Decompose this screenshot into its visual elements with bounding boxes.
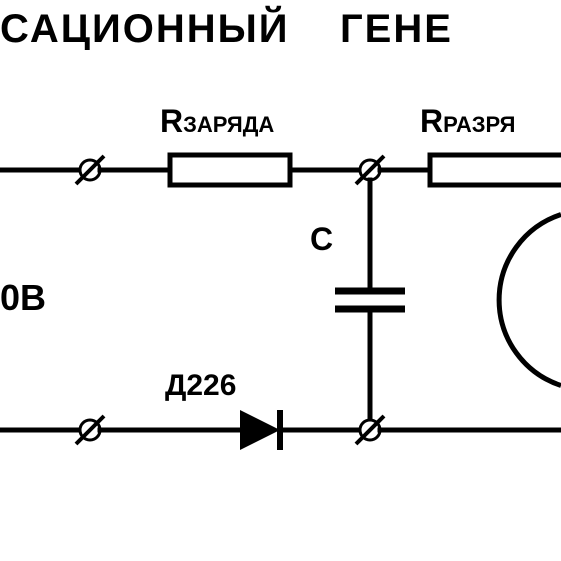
svg-text:RЗАРЯДА: RЗАРЯДА: [160, 103, 274, 139]
title-right: ГЕНЕ: [340, 7, 453, 51]
label-diode: Д226: [165, 369, 236, 402]
label-r-charge: RЗАРЯДА: [160, 103, 274, 139]
label-r-discharge: RРАЗРЯ: [420, 103, 515, 139]
title-left: САЦИОННЫЙ: [0, 5, 290, 51]
diode-d226: [240, 410, 280, 450]
circuit-diagram: САЦИОННЫЙ ГЕНЕ RЗАРЯДА RРАЗРЯ C Д226 0В: [0, 0, 561, 561]
resistor-charge: [170, 155, 290, 185]
capacitor-c: [335, 291, 405, 309]
lamp-arc: [499, 215, 561, 386]
label-voltage: 0В: [0, 277, 46, 318]
label-c: C: [310, 221, 333, 257]
resistor-discharge: [430, 155, 561, 185]
